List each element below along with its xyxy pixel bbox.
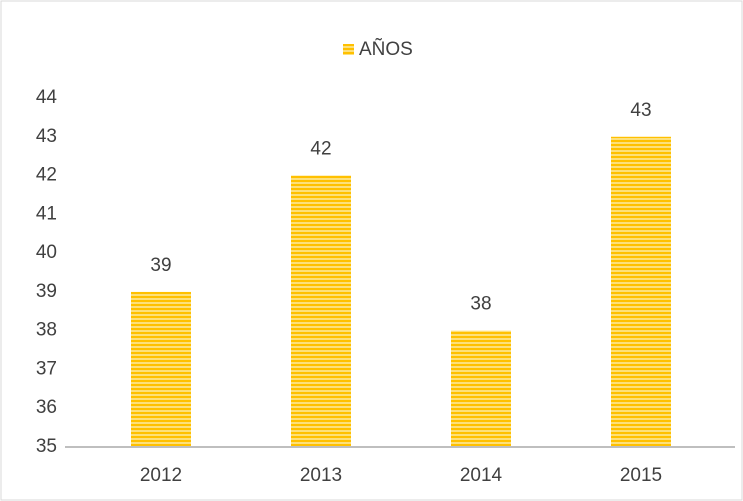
bar <box>291 175 351 448</box>
y-tick-label: 36 <box>36 397 57 418</box>
x-tick-label: 2013 <box>300 465 342 486</box>
legend-label: AÑOS <box>359 38 413 60</box>
data-label: 38 <box>470 294 491 315</box>
x-tick-label: 2012 <box>140 465 182 486</box>
legend-swatch <box>343 44 354 55</box>
y-tick-label: 40 <box>36 242 57 263</box>
y-tick-label: 42 <box>36 165 57 186</box>
y-tick-label: 39 <box>36 281 57 302</box>
y-tick-label: 44 <box>36 87 58 108</box>
y-tick-label: 38 <box>36 320 57 341</box>
x-tick-label: 2014 <box>460 465 503 486</box>
data-label: 39 <box>150 255 171 276</box>
bar <box>451 330 511 447</box>
y-tick-label: 41 <box>36 203 57 224</box>
y-tick-label: 37 <box>36 358 57 379</box>
x-tick-label: 2015 <box>620 465 662 486</box>
data-label: 42 <box>310 139 331 160</box>
bar <box>611 136 671 447</box>
y-tick-label: 43 <box>36 126 57 147</box>
data-label: 43 <box>630 100 651 121</box>
bar <box>131 291 191 447</box>
y-tick-label: 35 <box>36 436 57 457</box>
